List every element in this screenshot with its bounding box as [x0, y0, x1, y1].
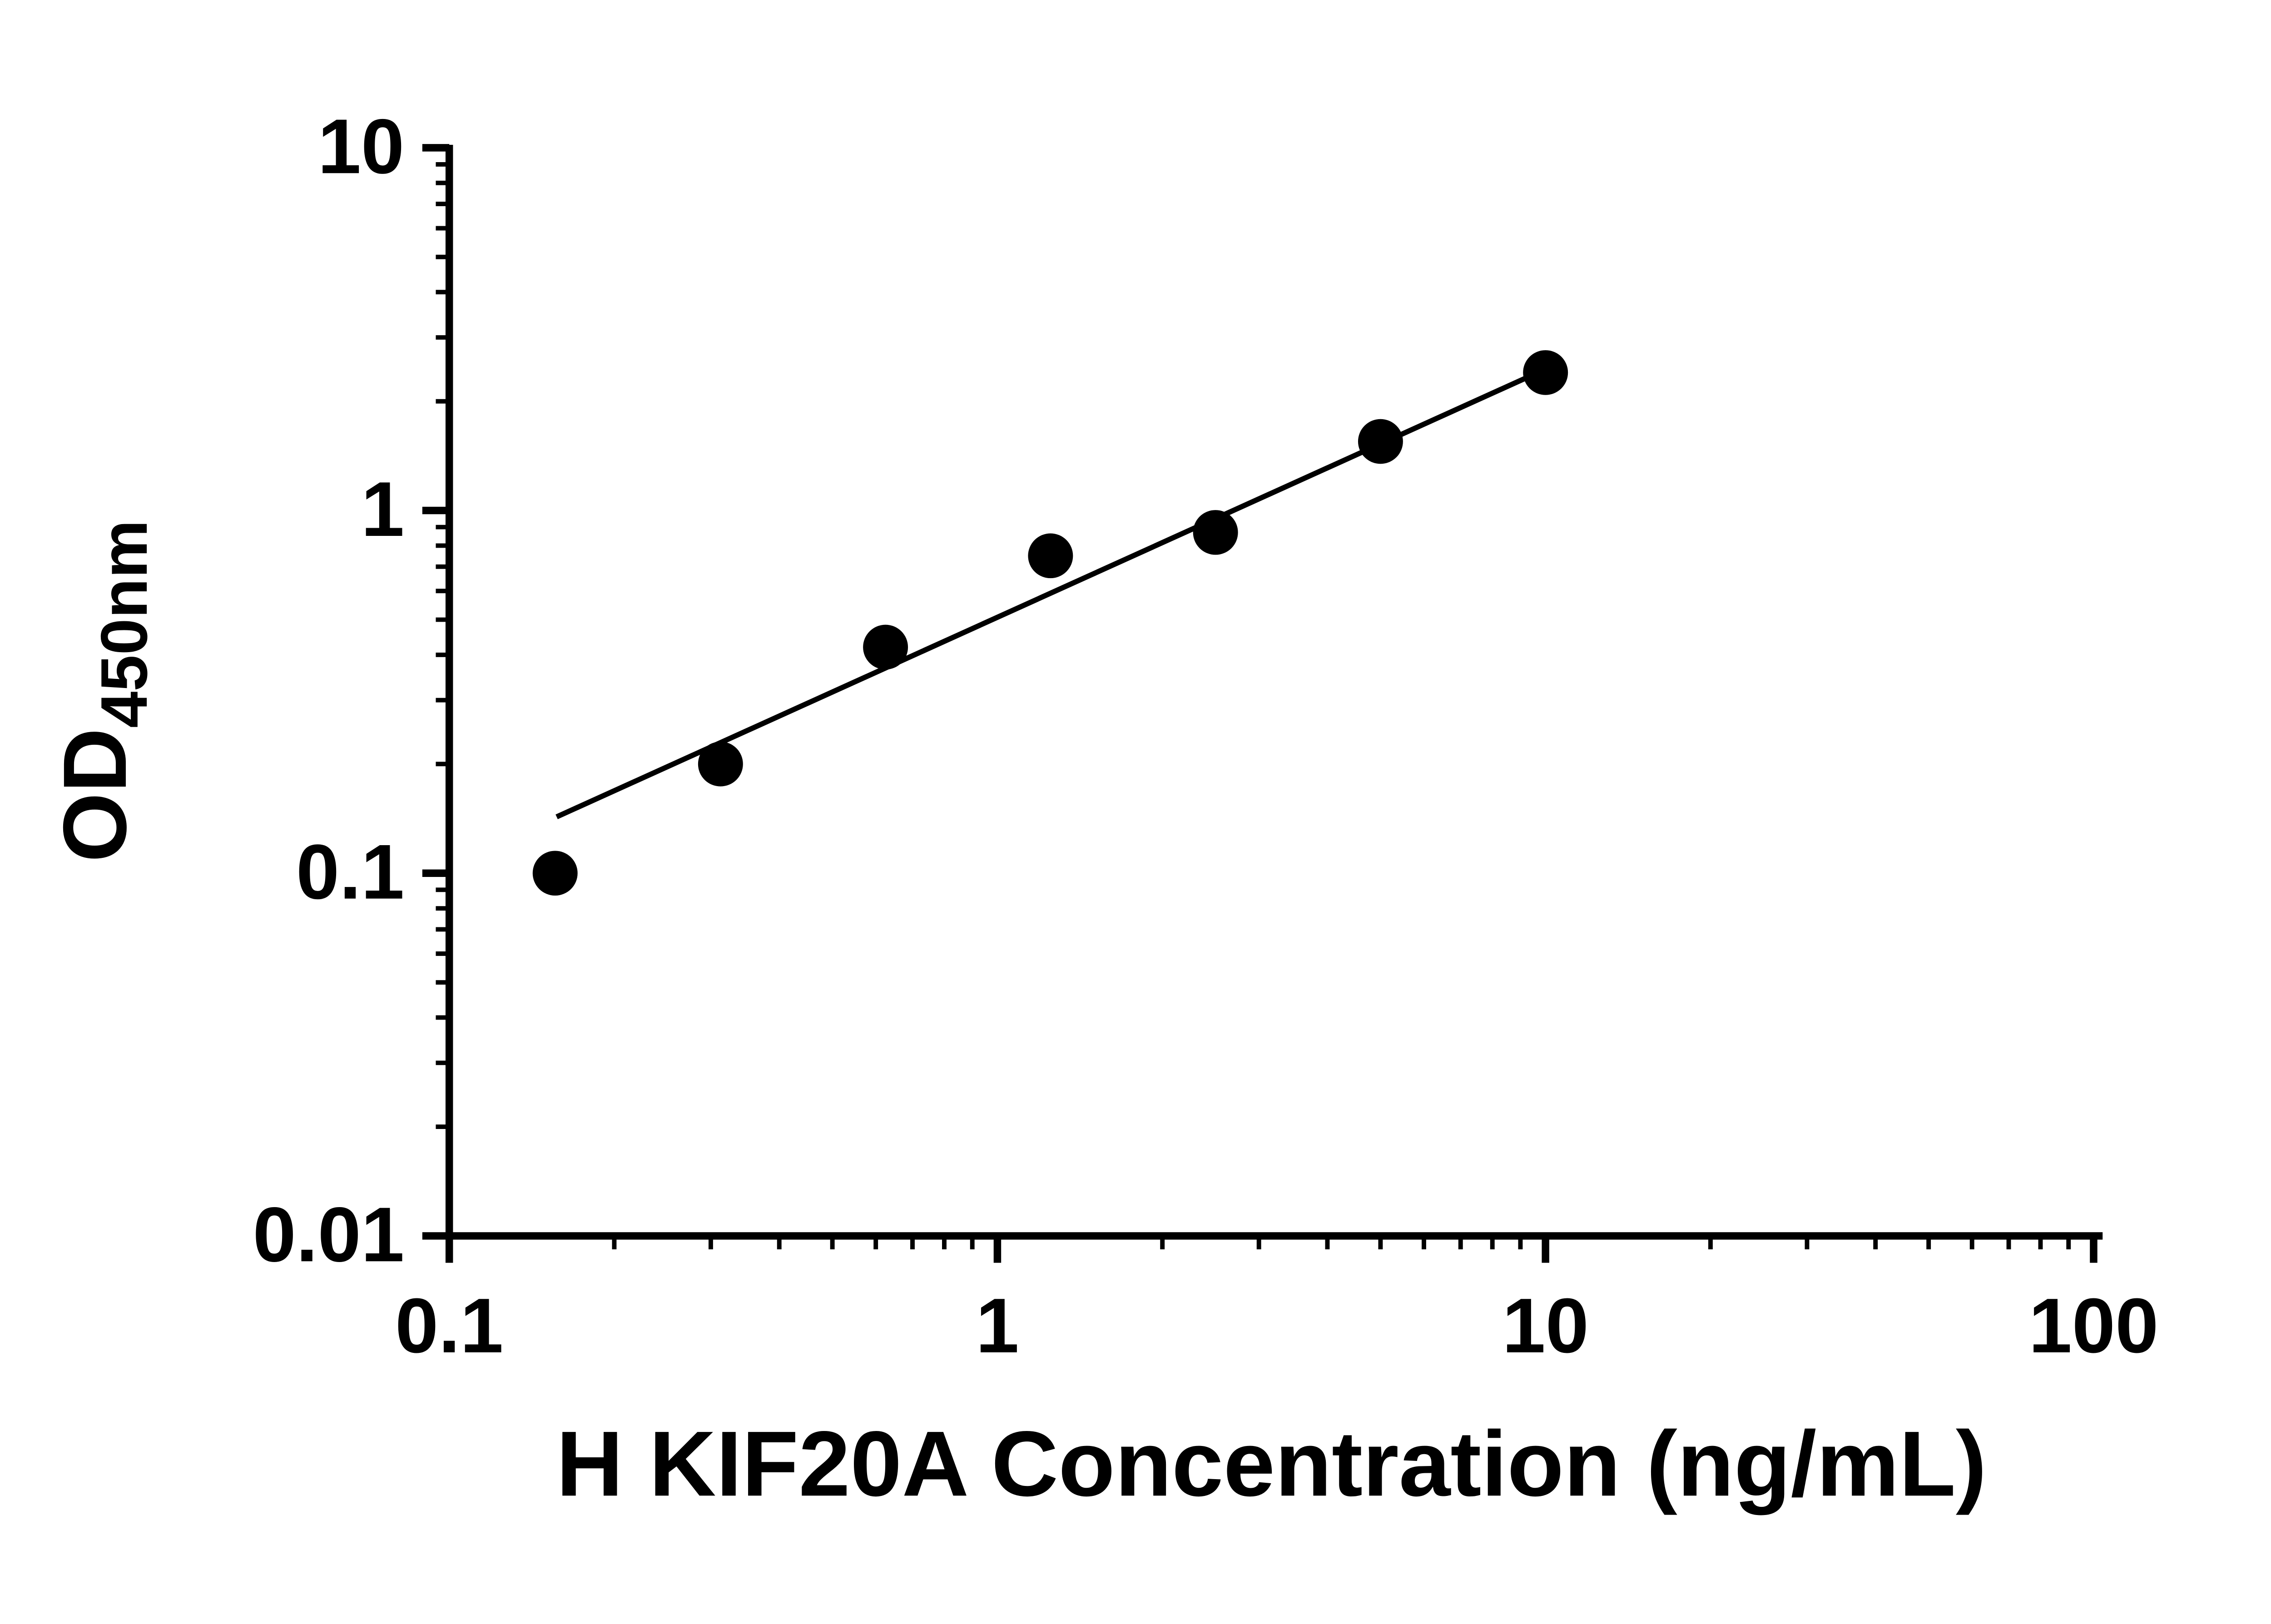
tick-marks	[422, 144, 2097, 1263]
y-tick-label: 1	[361, 466, 404, 553]
y-axis-title-subscript: 450nm	[87, 520, 161, 728]
data-point	[1028, 533, 1073, 579]
x-tick-label: 100	[2028, 1282, 2158, 1369]
x-tick-label: 0.1	[395, 1282, 503, 1369]
y-axis-title: OD450nm	[45, 520, 161, 862]
data-point	[1523, 350, 1568, 395]
x-tick-label: 10	[1502, 1282, 1589, 1369]
data-point	[698, 742, 743, 787]
data-point	[1358, 419, 1403, 464]
y-tick-label: 0.1	[296, 829, 404, 916]
y-axis-title-main: OD	[45, 728, 145, 862]
data-point	[863, 624, 908, 670]
y-tick-label: 10	[318, 104, 405, 190]
data-point	[532, 851, 578, 896]
x-tick-label: 1	[976, 1282, 1019, 1369]
axes	[445, 144, 2103, 1240]
x-axis-title: H KIF20A Concentration (ng/mL)	[556, 1412, 1987, 1516]
plot-series	[532, 350, 1568, 896]
y-tick-label: 0.01	[253, 1192, 405, 1278]
data-point	[1193, 510, 1238, 555]
